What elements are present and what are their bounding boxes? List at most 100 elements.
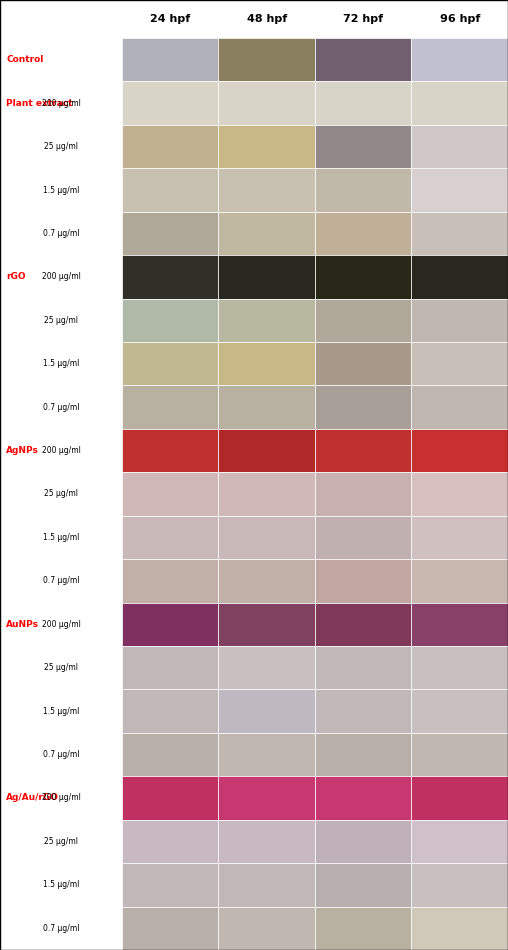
Bar [218, 386, 315, 428]
Text: Plant extract: Plant extract [6, 99, 73, 107]
Text: Ag/Au/rGO: Ag/Au/rGO [6, 793, 59, 803]
Bar [315, 38, 411, 82]
Bar [411, 168, 508, 212]
Bar [411, 124, 508, 168]
Bar [411, 428, 508, 472]
Bar [122, 560, 218, 602]
Bar [411, 906, 508, 950]
Bar [218, 298, 315, 342]
Bar [411, 212, 508, 256]
Bar [122, 82, 218, 124]
Text: 200 μg/ml: 200 μg/ml [42, 446, 80, 455]
Text: 1.5 μg/ml: 1.5 μg/ml [43, 533, 79, 542]
Text: 200 μg/ml: 200 μg/ml [42, 99, 80, 107]
Bar [122, 168, 218, 212]
Bar [315, 82, 411, 124]
Text: 1.5 μg/ml: 1.5 μg/ml [43, 881, 79, 889]
Text: rGO: rGO [6, 273, 26, 281]
Text: 25 μg/ml: 25 μg/ml [44, 837, 78, 846]
Bar [411, 472, 508, 516]
Bar [122, 212, 218, 256]
Bar [218, 38, 315, 82]
Text: 25 μg/ml: 25 μg/ml [44, 142, 78, 151]
Text: 25 μg/ml: 25 μg/ml [44, 663, 78, 673]
Bar [218, 602, 315, 646]
Bar [315, 732, 411, 776]
Bar [218, 516, 315, 560]
Bar [218, 82, 315, 124]
Text: 24 hpf: 24 hpf [150, 14, 190, 24]
Bar [218, 472, 315, 516]
Bar [218, 776, 315, 820]
Text: 1.5 μg/ml: 1.5 μg/ml [43, 359, 79, 369]
Bar [122, 472, 218, 516]
Bar [411, 298, 508, 342]
Bar [411, 776, 508, 820]
Bar [122, 124, 218, 168]
Bar [122, 516, 218, 560]
Bar [218, 212, 315, 256]
Bar [315, 212, 411, 256]
Bar [218, 864, 315, 906]
Bar [122, 646, 218, 690]
Bar [315, 428, 411, 472]
Bar [411, 646, 508, 690]
Bar [315, 560, 411, 602]
Bar [411, 560, 508, 602]
Bar [218, 690, 315, 732]
Bar [315, 472, 411, 516]
Bar [315, 298, 411, 342]
Text: 25 μg/ml: 25 μg/ml [44, 315, 78, 325]
Bar [122, 820, 218, 864]
Text: 96 hpf: 96 hpf [439, 14, 480, 24]
Text: 72 hpf: 72 hpf [343, 14, 383, 24]
Bar [122, 602, 218, 646]
Text: 0.7 μg/ml: 0.7 μg/ml [43, 229, 79, 238]
Text: 48 hpf: 48 hpf [246, 14, 287, 24]
Bar [122, 690, 218, 732]
Text: 200 μg/ml: 200 μg/ml [42, 619, 80, 629]
Text: 1.5 μg/ml: 1.5 μg/ml [43, 185, 79, 195]
Bar [315, 256, 411, 298]
Text: AgNPs: AgNPs [6, 446, 39, 455]
Bar [122, 256, 218, 298]
Bar [218, 560, 315, 602]
Bar [122, 906, 218, 950]
Bar [218, 342, 315, 386]
Bar [122, 864, 218, 906]
Bar [122, 732, 218, 776]
Bar [315, 516, 411, 560]
Bar [122, 776, 218, 820]
Text: 200 μg/ml: 200 μg/ml [42, 273, 80, 281]
Bar [122, 386, 218, 428]
Bar [411, 820, 508, 864]
Text: 200 μg/ml: 200 μg/ml [42, 793, 80, 803]
Bar [122, 428, 218, 472]
Bar [315, 690, 411, 732]
Bar [218, 428, 315, 472]
Bar [218, 168, 315, 212]
Bar [315, 124, 411, 168]
Bar [218, 906, 315, 950]
Text: 0.7 μg/ml: 0.7 μg/ml [43, 750, 79, 759]
Bar [411, 82, 508, 124]
Text: 25 μg/ml: 25 μg/ml [44, 489, 78, 499]
Bar [411, 256, 508, 298]
Text: 0.7 μg/ml: 0.7 μg/ml [43, 577, 79, 585]
Bar [315, 386, 411, 428]
Bar [315, 906, 411, 950]
Bar [218, 732, 315, 776]
Bar [411, 38, 508, 82]
Bar [411, 690, 508, 732]
Bar [315, 776, 411, 820]
Bar [411, 732, 508, 776]
Bar [122, 298, 218, 342]
Bar [315, 820, 411, 864]
Bar [122, 342, 218, 386]
Bar [411, 602, 508, 646]
Bar [218, 820, 315, 864]
Bar [411, 516, 508, 560]
Bar [315, 168, 411, 212]
Text: 1.5 μg/ml: 1.5 μg/ml [43, 707, 79, 715]
Bar [411, 342, 508, 386]
